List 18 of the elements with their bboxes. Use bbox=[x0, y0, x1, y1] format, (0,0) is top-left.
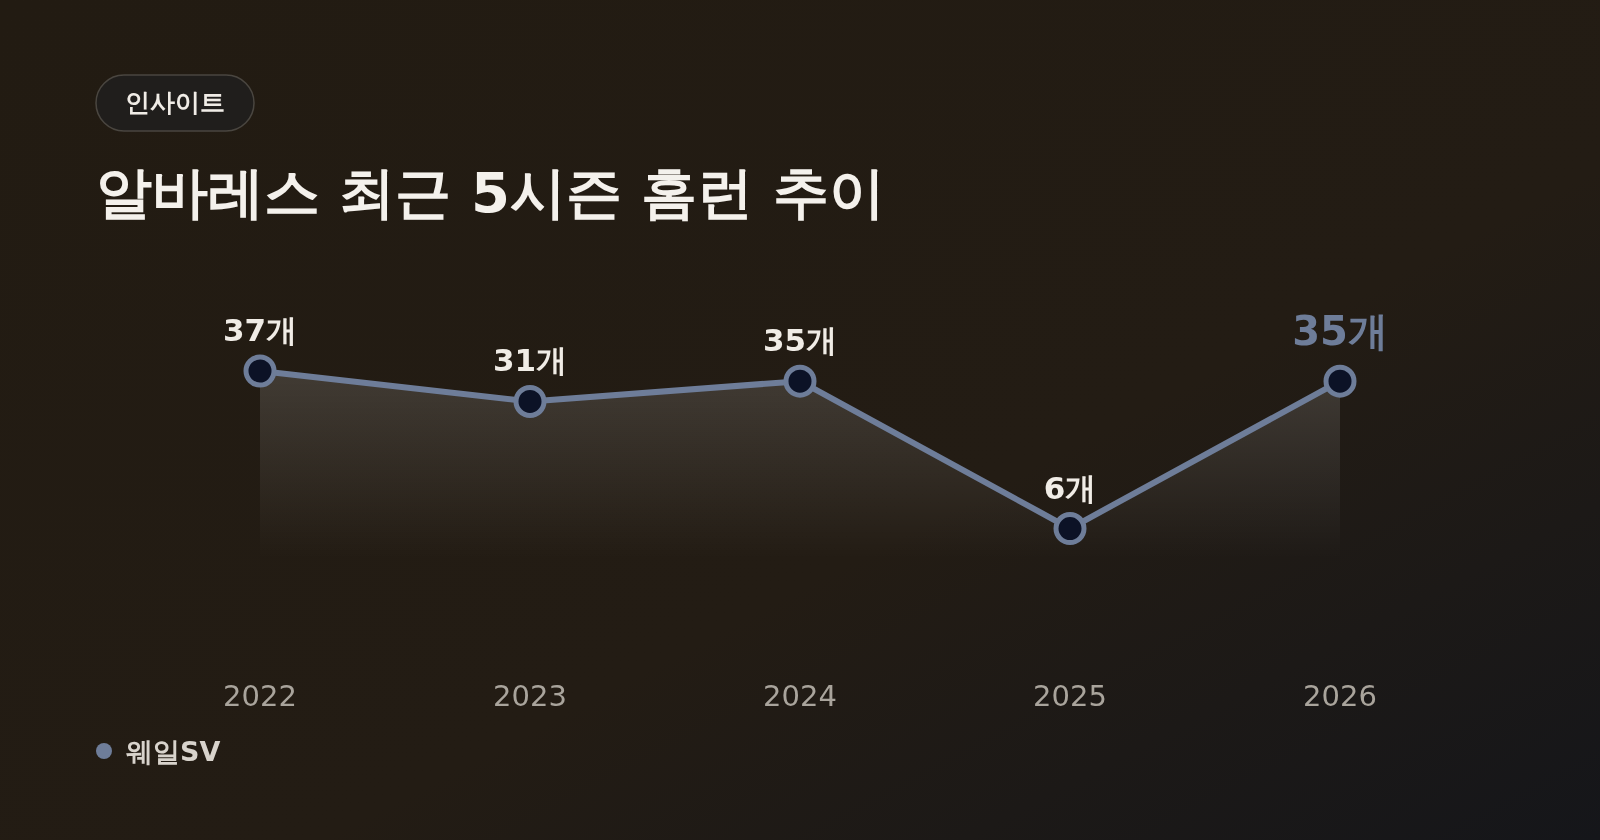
data-label: 37개 bbox=[222, 312, 298, 348]
point bbox=[513, 384, 547, 418]
chart-title: 알바레스 최근 5시즌 홈런 추이 bbox=[96, 160, 885, 225]
x-tick-label: 2022 bbox=[223, 679, 297, 713]
data-label: 35개 bbox=[762, 322, 838, 359]
data-label: 35개 bbox=[1292, 308, 1388, 355]
x-tick-label: 2023 bbox=[493, 679, 567, 713]
point bbox=[1053, 512, 1087, 546]
chart-subtitle: 인사이트 bbox=[125, 88, 225, 117]
x-tick-label: 2024 bbox=[763, 679, 837, 713]
x-tick-label: 2025 bbox=[1033, 679, 1107, 713]
point bbox=[1323, 364, 1357, 398]
point bbox=[243, 354, 277, 388]
x-tick-label: 2026 bbox=[1303, 679, 1377, 713]
point bbox=[783, 364, 817, 398]
data-label: 31개 bbox=[492, 342, 568, 379]
legend-label: 웨일SV bbox=[126, 736, 221, 767]
data-label: 6개 bbox=[1043, 469, 1097, 506]
